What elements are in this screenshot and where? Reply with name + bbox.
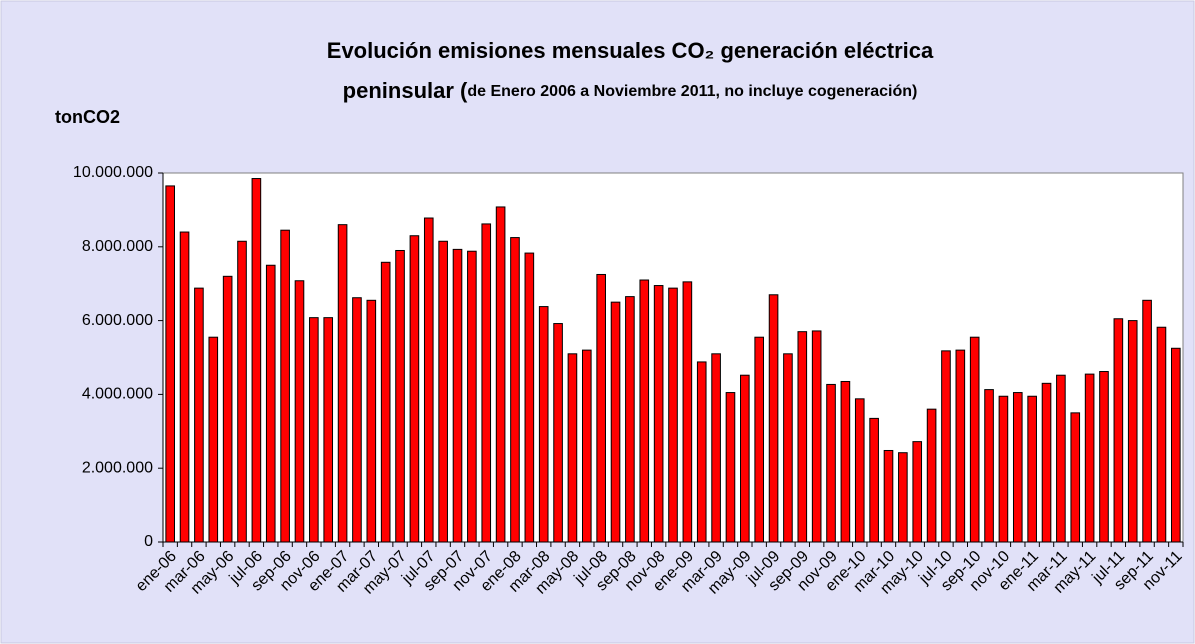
bar <box>869 417 879 543</box>
y-axis-label: tonCO2 <box>55 107 120 127</box>
bar <box>380 261 391 543</box>
bar <box>423 217 434 543</box>
bar <box>452 248 463 543</box>
y-tick-label: 6.000.000 <box>82 312 153 329</box>
bar <box>438 240 448 543</box>
bar <box>165 185 175 543</box>
bar <box>941 350 951 543</box>
bar <box>481 223 492 543</box>
chart-subtitle: de Enero 2006 a Noviembre 2011, no inclu… <box>467 83 917 100</box>
bar <box>280 229 290 543</box>
bar <box>926 408 937 543</box>
y-tick-label: 8.000.000 <box>82 238 153 255</box>
bar <box>1070 412 1081 543</box>
y-tick-label: 4.000.000 <box>82 386 153 403</box>
y-tick-label: 0 <box>144 533 153 550</box>
bar <box>984 389 994 543</box>
bar <box>581 349 592 543</box>
bar <box>840 380 851 543</box>
bar <box>826 383 836 543</box>
bar <box>1084 373 1095 543</box>
bar <box>352 297 362 543</box>
bar <box>596 273 606 543</box>
bar <box>668 287 678 543</box>
bar <box>1056 374 1066 543</box>
bar <box>309 317 319 543</box>
bar <box>1142 299 1152 543</box>
bar <box>567 353 578 543</box>
bar <box>898 452 908 543</box>
chart-title: Evolución emisiones mensuales CO₂ genera… <box>327 38 934 63</box>
bar <box>524 252 535 543</box>
bar <box>495 206 506 543</box>
bar <box>538 306 549 543</box>
chart-title-part: peninsular ( <box>343 78 468 103</box>
chart-title-line: peninsular (de Enero 2006 a Noviembre 20… <box>343 78 918 103</box>
bar <box>1113 318 1124 543</box>
bar <box>625 296 635 543</box>
bar <box>1127 320 1138 543</box>
bar <box>208 336 219 543</box>
bar <box>337 224 348 543</box>
bar <box>294 280 305 543</box>
bar <box>1099 371 1109 543</box>
bar <box>1041 382 1052 543</box>
bar <box>854 398 865 543</box>
bar <box>1171 347 1181 543</box>
bar <box>1012 392 1023 543</box>
bar <box>179 231 190 543</box>
bar <box>1027 395 1037 543</box>
bar <box>754 336 765 543</box>
bar <box>883 449 894 543</box>
bar <box>194 287 204 543</box>
bar <box>653 285 664 543</box>
bar <box>969 336 980 543</box>
bar <box>395 249 405 543</box>
bar <box>783 353 793 543</box>
y-tick-label: 2.000.000 <box>82 459 153 476</box>
bar <box>639 279 650 543</box>
bar <box>797 331 808 543</box>
bar <box>912 441 923 543</box>
bar <box>1156 326 1167 543</box>
bar <box>237 240 247 543</box>
bar <box>265 264 276 543</box>
bar <box>740 374 750 543</box>
bar <box>510 237 520 543</box>
bar <box>768 294 779 543</box>
bar <box>366 299 377 543</box>
bar <box>711 353 721 543</box>
bar <box>553 323 563 543</box>
bar <box>696 361 707 543</box>
bar <box>811 330 822 543</box>
bar <box>251 178 262 543</box>
bar <box>725 392 736 543</box>
bar <box>409 235 420 543</box>
bar <box>682 281 693 543</box>
bar <box>222 275 233 543</box>
y-tick-label: 10.000.000 <box>73 164 153 181</box>
bar <box>998 395 1009 543</box>
bar <box>467 250 477 543</box>
bar <box>323 317 334 543</box>
bar <box>955 349 966 543</box>
bar <box>610 301 621 543</box>
